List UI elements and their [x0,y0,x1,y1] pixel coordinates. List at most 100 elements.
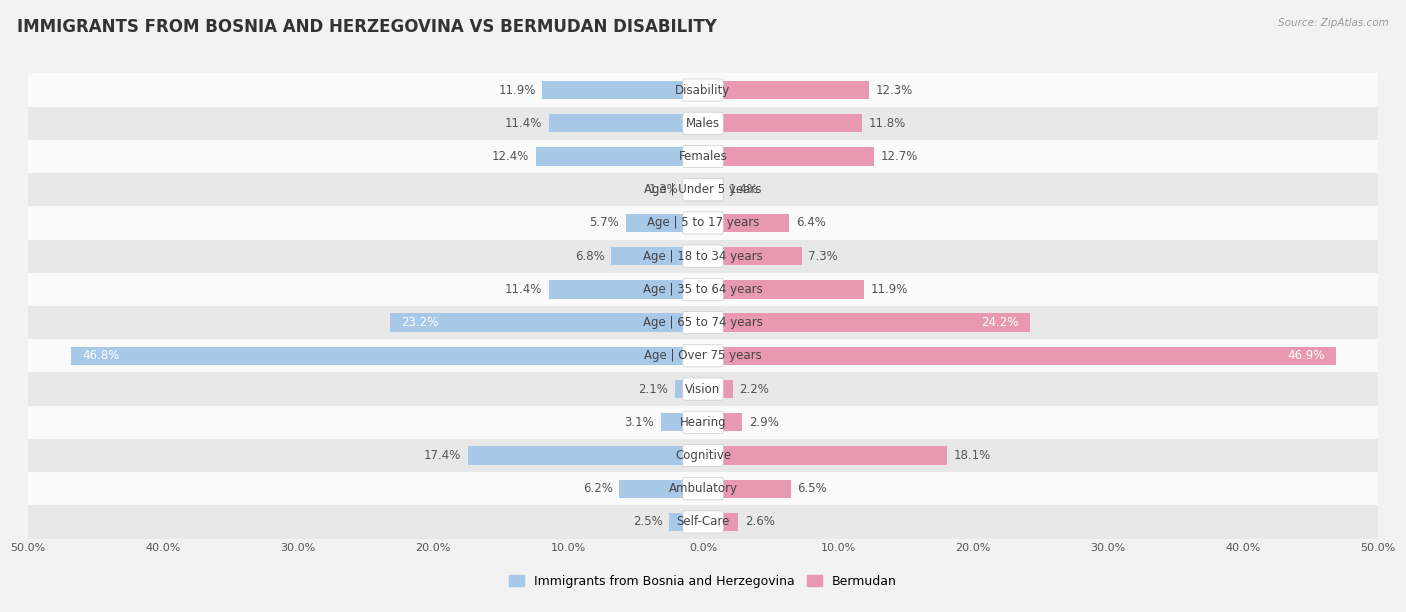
FancyBboxPatch shape [683,312,723,334]
Bar [703,380,733,398]
Bar [669,513,703,531]
Text: Source: ZipAtlas.com: Source: ZipAtlas.com [1278,18,1389,28]
Bar [703,181,721,199]
Text: 6.5%: 6.5% [797,482,827,495]
Bar [703,346,1336,365]
Bar [28,206,1378,239]
Text: 18.1%: 18.1% [955,449,991,462]
FancyBboxPatch shape [683,112,723,135]
Text: Disability: Disability [675,84,731,97]
FancyBboxPatch shape [683,511,723,533]
FancyBboxPatch shape [683,345,723,367]
FancyBboxPatch shape [683,212,723,234]
Text: Age | 35 to 64 years: Age | 35 to 64 years [643,283,763,296]
Text: 11.8%: 11.8% [869,117,907,130]
Text: Self-Care: Self-Care [676,515,730,528]
Text: 6.4%: 6.4% [796,217,825,230]
Text: Age | 65 to 74 years: Age | 65 to 74 years [643,316,763,329]
Bar [703,247,801,266]
Text: Hearing: Hearing [679,416,727,429]
Text: 46.8%: 46.8% [82,349,120,362]
Bar [661,413,703,431]
Text: 2.1%: 2.1% [638,382,668,395]
Text: 46.9%: 46.9% [1288,349,1326,362]
Bar [28,506,1378,539]
Bar [28,439,1378,472]
Bar [619,480,703,498]
Text: 6.2%: 6.2% [582,482,613,495]
Text: 12.4%: 12.4% [492,150,529,163]
FancyBboxPatch shape [683,79,723,101]
FancyBboxPatch shape [683,411,723,433]
Bar [675,380,703,398]
Text: Age | Under 5 years: Age | Under 5 years [644,183,762,196]
Bar [703,147,875,166]
Text: Females: Females [679,150,727,163]
Text: Age | 5 to 17 years: Age | 5 to 17 years [647,217,759,230]
Text: Ambulatory: Ambulatory [668,482,738,495]
Text: 11.4%: 11.4% [505,283,543,296]
Bar [72,346,703,365]
Text: 3.1%: 3.1% [624,416,654,429]
Bar [28,73,1378,106]
Bar [612,247,703,266]
Text: 2.5%: 2.5% [633,515,662,528]
Text: 6.8%: 6.8% [575,250,605,263]
Bar [686,181,703,199]
Bar [550,114,703,132]
Bar [28,472,1378,506]
Text: 2.2%: 2.2% [740,382,769,395]
Bar [703,480,790,498]
Text: 23.2%: 23.2% [401,316,437,329]
Bar [28,339,1378,373]
Text: 5.7%: 5.7% [589,217,619,230]
Bar [703,81,869,99]
Text: 1.3%: 1.3% [650,183,679,196]
Text: 11.9%: 11.9% [498,84,536,97]
Bar [703,313,1029,332]
Text: 1.4%: 1.4% [728,183,758,196]
Text: Age | 18 to 34 years: Age | 18 to 34 years [643,250,763,263]
Bar [28,239,1378,273]
Text: 12.3%: 12.3% [876,84,912,97]
Text: Cognitive: Cognitive [675,449,731,462]
Text: 11.9%: 11.9% [870,283,908,296]
FancyBboxPatch shape [683,378,723,400]
Bar [28,406,1378,439]
FancyBboxPatch shape [683,477,723,500]
Bar [28,273,1378,306]
Bar [703,280,863,299]
Legend: Immigrants from Bosnia and Herzegovina, Bermudan: Immigrants from Bosnia and Herzegovina, … [503,570,903,593]
Bar [703,114,862,132]
Bar [536,147,703,166]
Bar [703,513,738,531]
Bar [468,446,703,465]
Bar [28,140,1378,173]
Text: 2.6%: 2.6% [745,515,775,528]
Bar [543,81,703,99]
Text: 17.4%: 17.4% [425,449,461,462]
FancyBboxPatch shape [683,245,723,267]
Text: Vision: Vision [685,382,721,395]
Text: IMMIGRANTS FROM BOSNIA AND HERZEGOVINA VS BERMUDAN DISABILITY: IMMIGRANTS FROM BOSNIA AND HERZEGOVINA V… [17,18,717,36]
Bar [28,173,1378,206]
Bar [550,280,703,299]
Bar [28,373,1378,406]
Bar [703,446,948,465]
Text: 7.3%: 7.3% [808,250,838,263]
FancyBboxPatch shape [683,444,723,466]
Text: 11.4%: 11.4% [505,117,543,130]
Bar [703,413,742,431]
Bar [703,214,789,232]
FancyBboxPatch shape [683,278,723,300]
Text: 2.9%: 2.9% [749,416,779,429]
Text: Age | Over 75 years: Age | Over 75 years [644,349,762,362]
FancyBboxPatch shape [683,146,723,168]
Bar [626,214,703,232]
Bar [28,106,1378,140]
Bar [28,306,1378,339]
Text: 24.2%: 24.2% [981,316,1019,329]
Text: Males: Males [686,117,720,130]
Bar [389,313,703,332]
Text: 12.7%: 12.7% [882,150,918,163]
